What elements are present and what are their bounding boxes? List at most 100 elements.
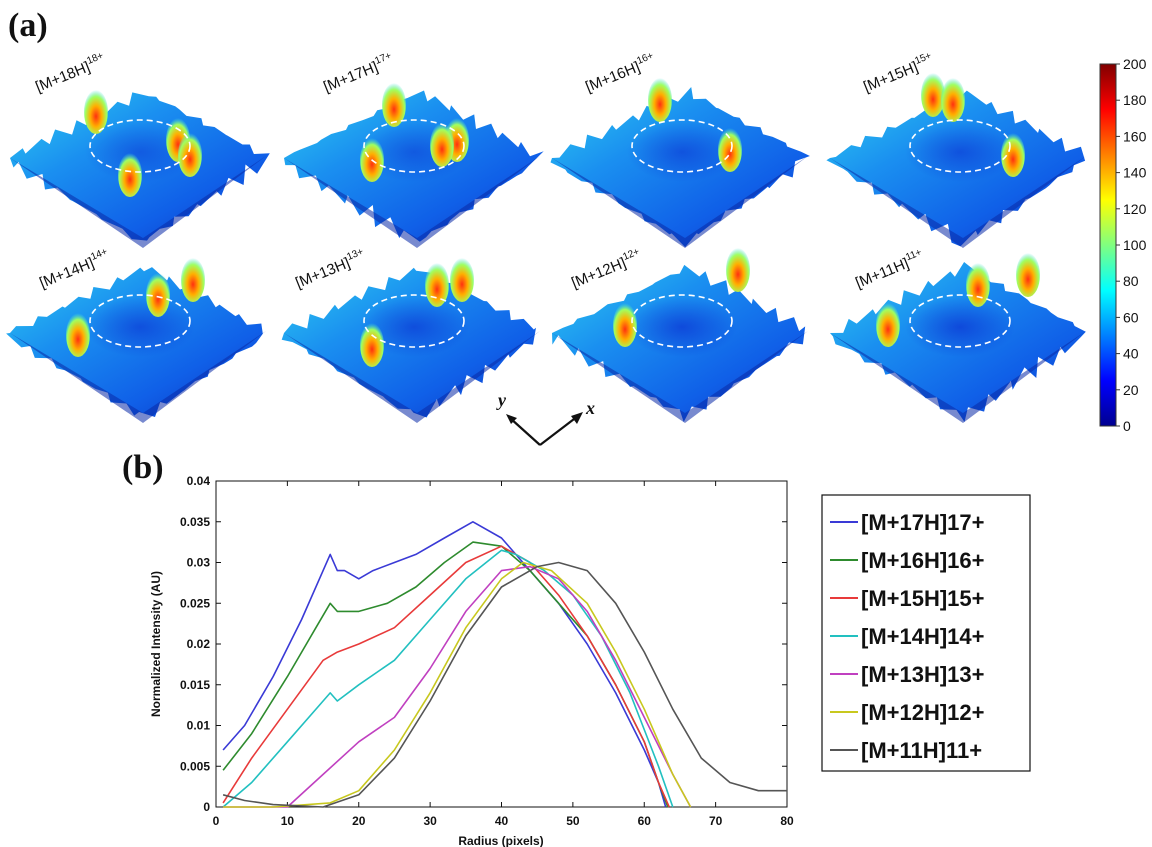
x-tick-label: 20 bbox=[352, 814, 366, 828]
legend-box bbox=[821, 494, 1031, 772]
surface-plot: [M+14H]14+ bbox=[6, 246, 266, 423]
surface-label: [M+16H]16+ bbox=[582, 50, 658, 95]
surface-label: [M+14H]14+ bbox=[36, 246, 112, 291]
colorbar-tick-label: 20 bbox=[1123, 382, 1139, 398]
x-axis-label: Radius (pixels) bbox=[458, 834, 543, 847]
surface-plot: [M+12H]12+ bbox=[552, 246, 808, 423]
surface-label: [M+13H]13+ bbox=[292, 246, 368, 291]
surface-peak bbox=[718, 128, 742, 172]
surface-peak bbox=[966, 263, 990, 307]
colorbar-tick-label: 160 bbox=[1123, 128, 1147, 144]
surface-label: [M+12H]12+ bbox=[568, 246, 644, 291]
surface-peak bbox=[613, 303, 637, 347]
x-tick-label: 50 bbox=[566, 814, 580, 828]
surface-plot: [M+15H]15+ bbox=[826, 50, 1086, 248]
line-chart: 0 10 20 30 40 50 60 70 80 0 0.005 0.01 0.015 0.02 0.0… bbox=[149, 474, 794, 847]
x-tick-label: 70 bbox=[709, 814, 723, 828]
surface-peak bbox=[178, 133, 202, 177]
legend-items: [M+17H]17+ [M+16H]16+ [M+15H]15+ [M+14H]14+… bbox=[830, 510, 985, 763]
y-tick-label: 0.025 bbox=[180, 596, 210, 610]
colorbar-tick-label: 200 bbox=[1123, 56, 1147, 72]
surface-label-base: [M+12H] bbox=[569, 255, 628, 292]
surface-peak bbox=[382, 83, 406, 127]
dashed-ring bbox=[363, 294, 465, 348]
surface-label-charge: 16+ bbox=[635, 50, 655, 67]
x-tick-label: 30 bbox=[423, 814, 437, 828]
plot-area bbox=[215, 480, 788, 808]
y-tick-label: 0.005 bbox=[180, 759, 210, 773]
surface-plot: [M+11H]11+ bbox=[830, 247, 1086, 423]
colorbar-tick-label: 120 bbox=[1123, 201, 1147, 217]
y-arrow-head bbox=[506, 414, 517, 424]
x-tick-label: 60 bbox=[638, 814, 652, 828]
surface-peak bbox=[921, 73, 945, 117]
y-axis-ticks: 0 0.005 0.01 0.015 0.02 0.025 0.03 0.035 0.04 bbox=[180, 474, 787, 814]
surface-plots: [M+18H]18+ [M+17H]17+ [M+16H]16+ [M+15H]15+… bbox=[6, 50, 1086, 423]
dashed-ring bbox=[909, 294, 1011, 348]
surface-plot: [M+18H]18+ bbox=[10, 50, 270, 248]
surface-peak bbox=[726, 248, 750, 292]
y-tick-label: 0.02 bbox=[187, 637, 211, 651]
panel-a-label: (a) bbox=[8, 7, 48, 44]
legend-label: [M+16H]16+ bbox=[861, 548, 985, 573]
surface-label-base: [M+17H] bbox=[321, 59, 380, 96]
surface-label-charge: 13+ bbox=[345, 246, 365, 263]
surface-label-charge: 18+ bbox=[85, 50, 105, 67]
series-line bbox=[223, 561, 692, 808]
surface-center-depression bbox=[85, 297, 195, 357]
series-line bbox=[222, 561, 787, 808]
surface-peak bbox=[1001, 133, 1025, 177]
x-tick-label: 10 bbox=[281, 814, 295, 828]
surface-label: [M+11H]11+ bbox=[852, 247, 926, 292]
colorbar-tick-label: 0 bbox=[1123, 418, 1131, 434]
surface-label-charge: 11+ bbox=[904, 247, 923, 263]
surface-label-base: [M+16H] bbox=[583, 59, 642, 96]
surface-label-charge: 14+ bbox=[89, 246, 109, 263]
series-line bbox=[223, 565, 692, 808]
surface-label: [M+18H]18+ bbox=[32, 50, 108, 95]
x-tick-label: 40 bbox=[495, 814, 509, 828]
y-tick-label: 0.03 bbox=[187, 556, 211, 570]
surface-center-depression bbox=[905, 122, 1015, 182]
surface-label: [M+17H]17+ bbox=[320, 50, 396, 95]
x-arrow-head bbox=[571, 412, 583, 424]
y-axis-label: Normalized Intensity (AU) bbox=[149, 571, 163, 717]
series-line bbox=[222, 545, 670, 808]
y-arrow-label: y bbox=[496, 390, 507, 410]
surface-peak bbox=[181, 258, 205, 302]
y-tick-label: 0.01 bbox=[187, 719, 211, 733]
y-tick-label: 0.015 bbox=[180, 678, 210, 692]
surface-plot: [M+16H]16+ bbox=[550, 50, 810, 248]
surface-plot: [M+17H]17+ bbox=[284, 50, 544, 248]
y-arrow-shaft bbox=[509, 417, 541, 446]
surface-center-depression bbox=[627, 297, 737, 357]
x-arrow-shaft bbox=[539, 415, 579, 446]
surface-peak bbox=[84, 90, 108, 134]
colorbar-tick-label: 80 bbox=[1123, 273, 1139, 289]
surface-plot: [M+13H]13+ bbox=[281, 246, 540, 423]
surface-center-depression bbox=[905, 297, 1015, 357]
legend: [M+17H]17+ [M+16H]16+ [M+15H]15+ [M+14H]14+… bbox=[821, 494, 1031, 772]
surface-label-base: [M+14H] bbox=[37, 255, 96, 292]
surface-peak bbox=[430, 123, 454, 167]
surface-label-charge: 12+ bbox=[621, 246, 641, 263]
surface-label-charge: 17+ bbox=[373, 50, 393, 67]
surface-label-charge: 15+ bbox=[913, 50, 933, 67]
y-tick-label: 0.04 bbox=[187, 474, 211, 488]
panel-b-label: (b) bbox=[122, 449, 164, 486]
series-lines bbox=[222, 520, 787, 808]
surface-label-base: [M+18H] bbox=[33, 59, 92, 96]
surface-peak bbox=[941, 78, 965, 122]
y-tick-label: 0 bbox=[203, 800, 210, 814]
dashed-ring bbox=[631, 119, 733, 173]
surface-peak bbox=[648, 78, 672, 122]
colorbar-tick-label: 140 bbox=[1123, 165, 1147, 181]
surface-peak bbox=[66, 313, 90, 357]
surface-peak bbox=[876, 303, 900, 347]
dashed-ring bbox=[631, 294, 733, 348]
x-axis-ticks: 0 10 20 30 40 50 60 70 80 bbox=[213, 481, 794, 828]
x-tick-label: 0 bbox=[213, 814, 220, 828]
xy-axes-indicator: y x bbox=[496, 390, 595, 446]
